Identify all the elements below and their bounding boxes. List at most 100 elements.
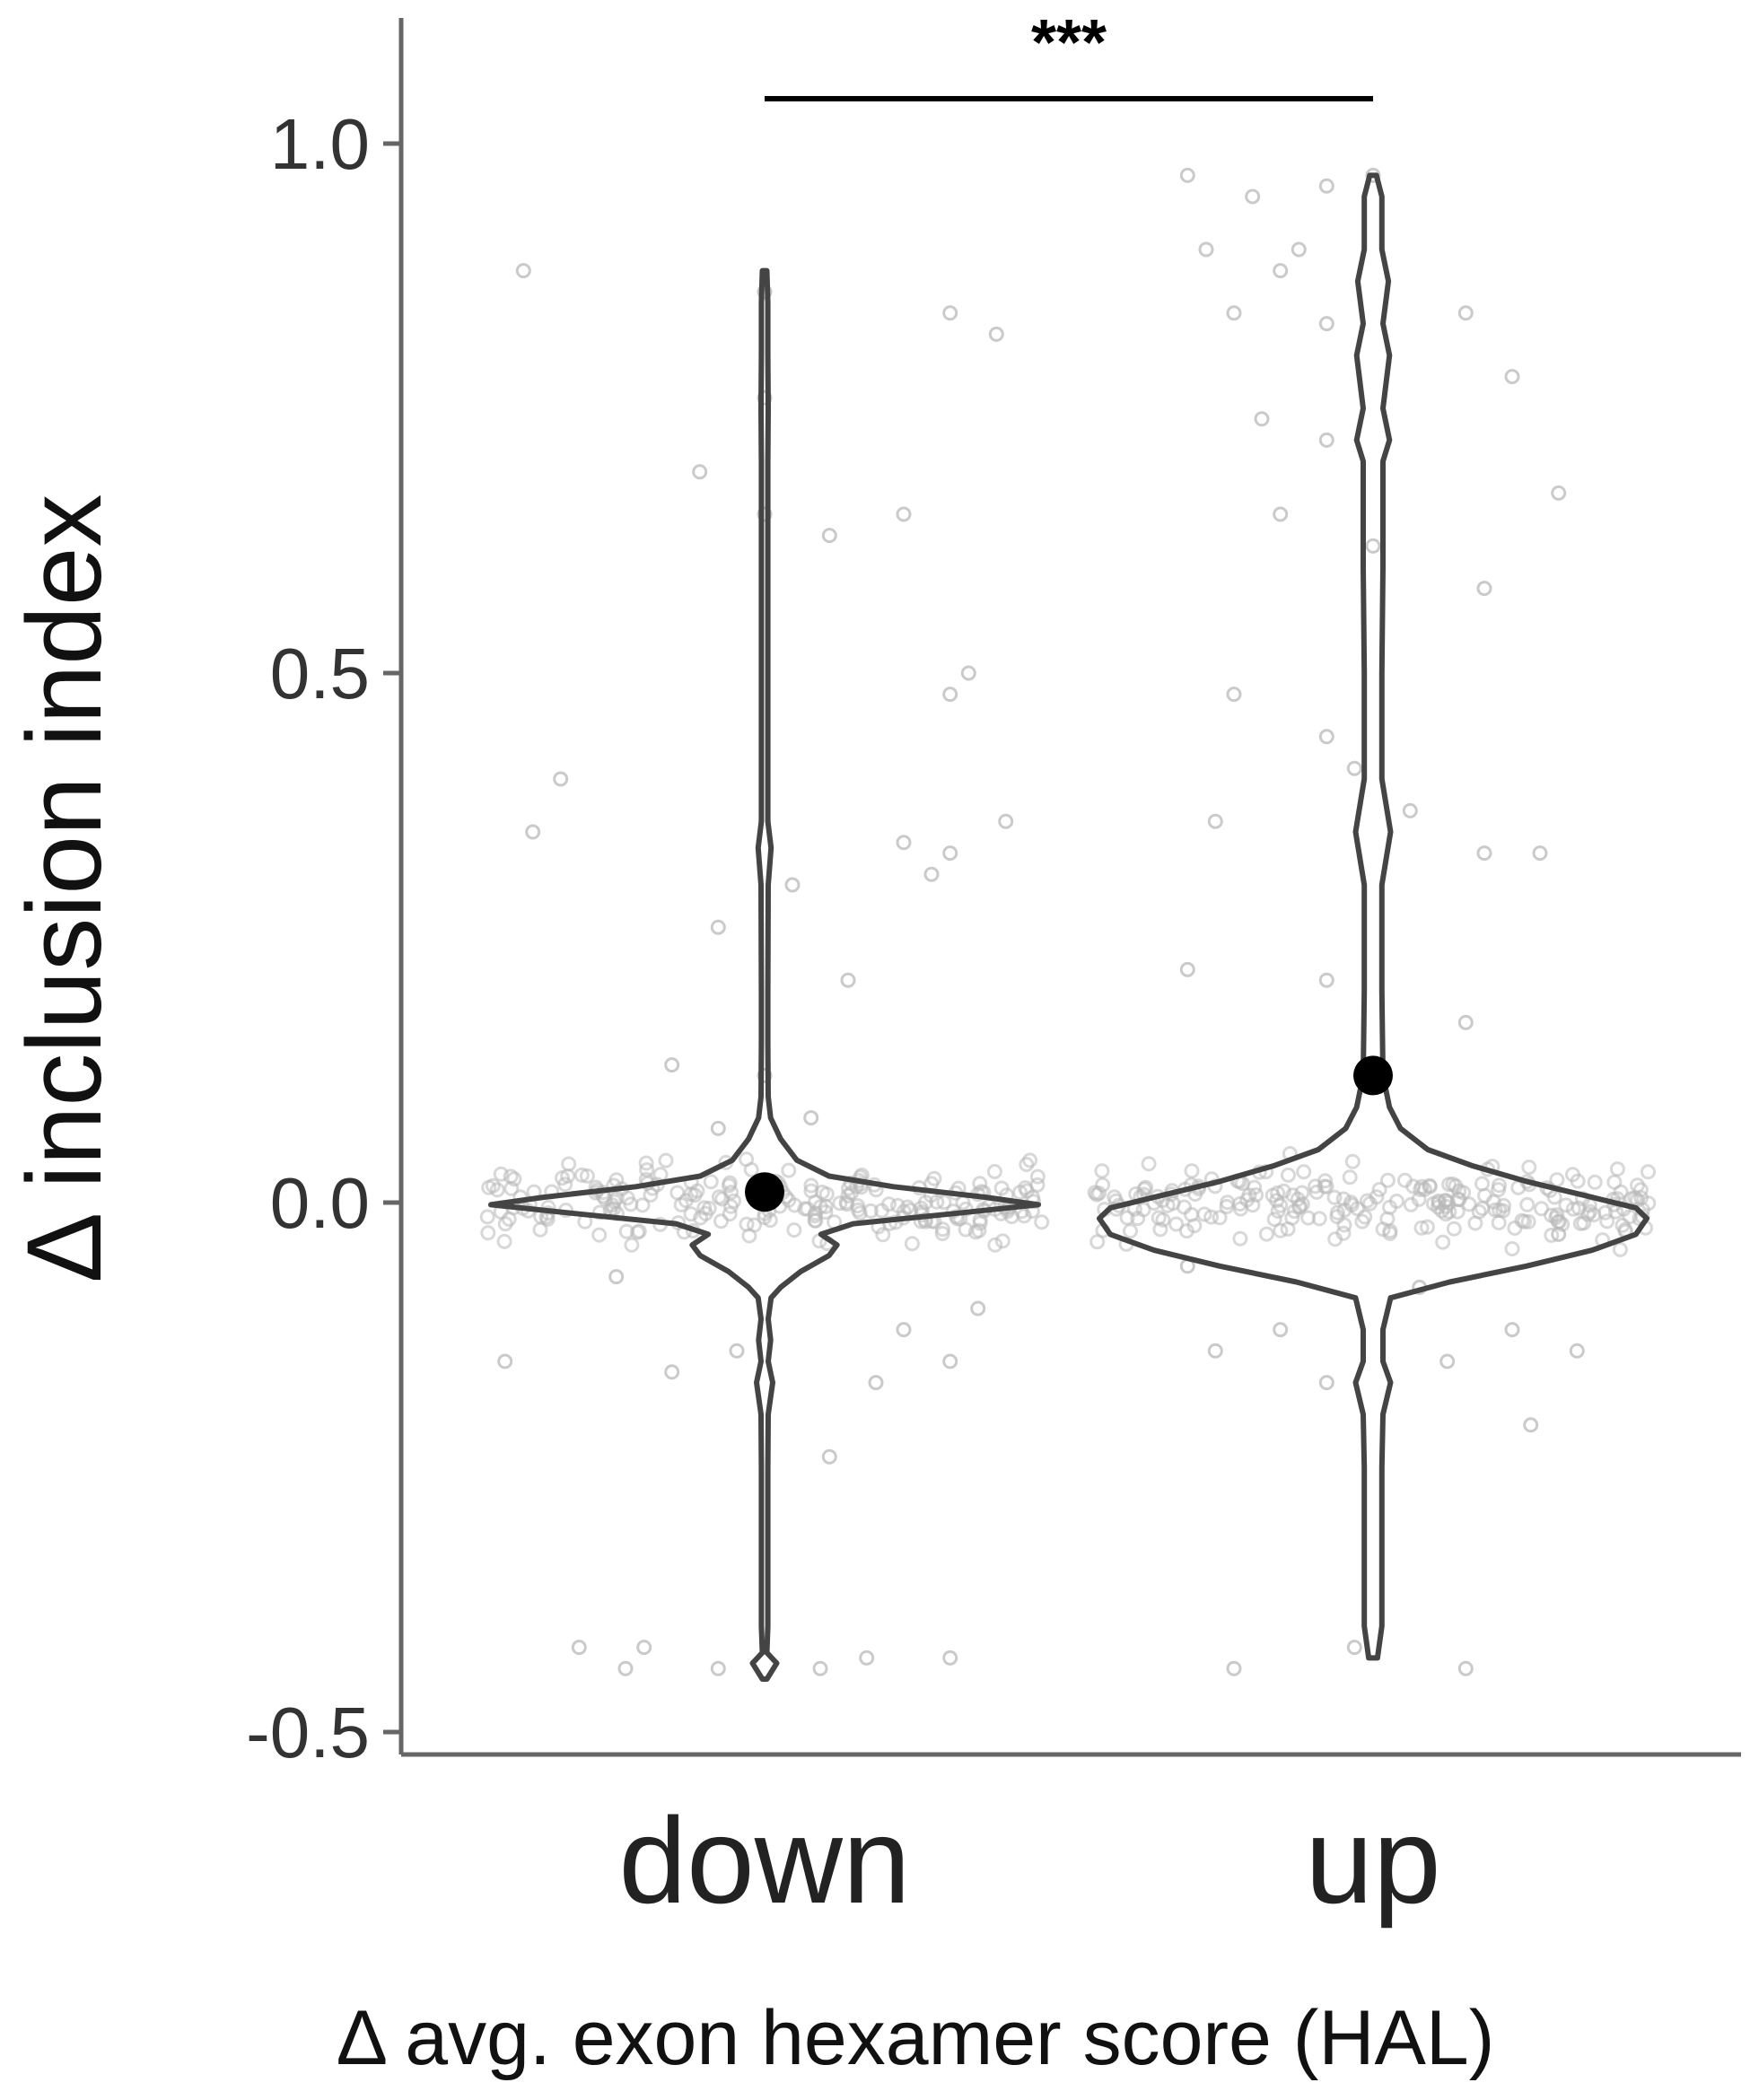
cluster-point — [1012, 1185, 1028, 1201]
significance-label: *** — [1031, 7, 1107, 79]
cluster-point — [1446, 1221, 1462, 1237]
data-point — [1226, 305, 1242, 321]
cluster-point — [497, 1216, 513, 1232]
cluster-point — [1565, 1167, 1580, 1183]
cluster-point — [1344, 1153, 1361, 1169]
data-point — [942, 305, 958, 321]
cluster-point — [1034, 1214, 1050, 1230]
data-point — [553, 771, 569, 787]
x-category-label-down: down — [618, 1792, 910, 1929]
cluster-point — [917, 1212, 933, 1228]
cluster-point — [631, 1223, 647, 1239]
violins — [488, 172, 1649, 1682]
cluster-point — [904, 1236, 920, 1252]
cluster-point — [697, 1205, 713, 1221]
cluster-point — [1565, 1201, 1581, 1217]
cluster-point — [557, 1177, 573, 1193]
cluster-point — [1519, 1196, 1536, 1212]
data-point — [757, 1067, 773, 1083]
data-point — [821, 1448, 837, 1465]
data-point — [1523, 1417, 1539, 1433]
data-point — [1318, 972, 1334, 988]
cluster-point — [714, 1191, 731, 1207]
cluster-point — [1342, 1169, 1358, 1186]
cluster-point — [1445, 1177, 1461, 1192]
cluster-point — [935, 1221, 950, 1238]
data-point — [1179, 961, 1195, 977]
data-point — [896, 506, 912, 522]
cluster-point — [1300, 1210, 1317, 1226]
data-point — [812, 1660, 828, 1676]
y-tick-label: -0.5 — [246, 1693, 370, 1772]
cluster-point — [722, 1206, 738, 1222]
data-point — [1318, 178, 1334, 194]
data-point — [1273, 1322, 1289, 1338]
data-point — [1318, 729, 1334, 745]
data-point — [1476, 581, 1492, 597]
cluster-point — [838, 1194, 854, 1211]
data-point — [896, 1322, 912, 1338]
cluster-point — [1369, 1189, 1385, 1205]
cluster-point — [881, 1196, 897, 1212]
data-point — [970, 1300, 986, 1317]
cluster-point — [1232, 1230, 1248, 1247]
violin-up — [1097, 172, 1649, 1661]
data-point — [1346, 1640, 1362, 1656]
data-point — [497, 1353, 513, 1369]
violin-down — [488, 267, 1041, 1682]
cluster-point — [496, 1233, 512, 1249]
cluster-point — [1504, 1241, 1520, 1256]
data-point — [710, 1120, 726, 1136]
cluster-point — [722, 1198, 739, 1214]
x-axis-title: Δ avg. exon hexamer score (HAL) — [337, 1995, 1495, 2081]
cluster-point — [608, 1190, 625, 1206]
data-point — [896, 835, 912, 851]
data-point — [710, 919, 726, 935]
data-point — [1273, 263, 1289, 279]
data-point — [1365, 538, 1381, 554]
data-point — [923, 866, 940, 882]
data-point — [942, 687, 958, 703]
cluster-point — [936, 1194, 952, 1211]
cluster-point — [1521, 1159, 1537, 1176]
cluster-point — [1212, 1210, 1228, 1226]
cluster-point — [1420, 1219, 1435, 1235]
data-point — [1457, 1660, 1474, 1676]
cluster-point — [1474, 1176, 1490, 1192]
cluster-point — [1641, 1164, 1656, 1180]
cluster-point — [1308, 1184, 1325, 1200]
x-category-label-up: up — [1305, 1792, 1440, 1929]
cluster-point — [489, 1182, 505, 1198]
cluster-point — [1520, 1213, 1536, 1229]
cluster-point — [1165, 1195, 1181, 1212]
cluster-point — [506, 1171, 522, 1187]
data-point — [1198, 241, 1214, 258]
data-point — [1318, 1375, 1334, 1391]
data-point — [729, 1343, 745, 1359]
cluster-point — [1141, 1156, 1157, 1172]
data-point — [988, 326, 1004, 342]
cluster-point — [624, 1237, 640, 1253]
data-point — [1439, 1353, 1456, 1369]
cluster-point — [1416, 1181, 1432, 1197]
y-tick-label: 0.0 — [270, 1163, 370, 1243]
cluster-point — [480, 1225, 496, 1241]
cluster-point — [987, 1237, 1003, 1253]
cluster-point — [573, 1167, 590, 1183]
mean-marker-up — [1353, 1055, 1393, 1096]
cluster-point — [683, 1206, 699, 1222]
mean-markers — [745, 1055, 1393, 1212]
cluster-point — [1292, 1198, 1308, 1214]
data-points — [497, 167, 1585, 1676]
cluster-point — [493, 1166, 509, 1182]
cluster-point — [485, 1177, 501, 1194]
cluster-point — [1371, 1182, 1387, 1197]
data-point — [571, 1640, 587, 1656]
cluster-point — [1089, 1234, 1106, 1250]
y-tick-label: 0.5 — [270, 634, 370, 713]
data-point — [664, 1057, 680, 1073]
cluster-point — [1019, 1157, 1035, 1172]
cluster-point — [1587, 1174, 1603, 1190]
